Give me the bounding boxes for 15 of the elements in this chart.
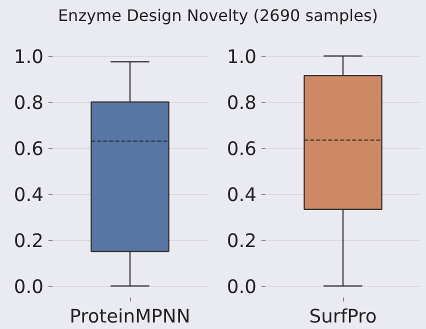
y-tick-label: 1.0: [14, 47, 44, 68]
y-tick-label: 0.6: [14, 139, 44, 160]
chart-title: Enzyme Design Novelty (2690 samples): [58, 5, 378, 27]
y-tick-label: 0.2: [14, 231, 44, 252]
y-tick-label: 0.4: [14, 185, 44, 206]
y-tick-label: 0.4: [226, 185, 256, 206]
y-tick-label: 0.8: [226, 93, 256, 114]
y-tick-label: 0.6: [226, 139, 256, 160]
y-tick-label: 0.2: [226, 231, 256, 252]
x-tick-label: SurfPro: [309, 306, 377, 328]
y-tick-label: 1.0: [226, 47, 256, 68]
x-tick-label: ProteinMPNN: [70, 306, 190, 328]
y-tick-label: 0.8: [14, 93, 44, 114]
y-tick-label: 0.0: [14, 277, 44, 298]
y-tick-label: 0.0: [226, 277, 256, 298]
